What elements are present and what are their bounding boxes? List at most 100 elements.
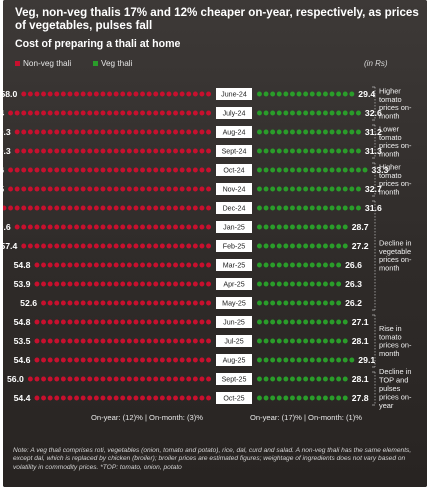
nonveg-dot [186, 148, 192, 154]
nonveg-dot [192, 281, 198, 287]
nonveg-dot [8, 167, 13, 173]
nonveg-dot [47, 319, 53, 325]
nonveg-dot [47, 205, 53, 211]
nonveg-dot [60, 129, 66, 135]
nonveg-value-label: 54.4 [14, 393, 31, 403]
nonveg-dot [41, 129, 46, 135]
nonveg-dot [192, 262, 198, 268]
veg-dot [270, 395, 276, 401]
veg-dot [270, 205, 276, 211]
nonveg-dot [54, 148, 60, 154]
veg-dot [296, 110, 302, 116]
veg-dot [309, 110, 315, 116]
veg-dot [329, 338, 335, 344]
nonveg-dot [93, 205, 99, 211]
veg-dot [290, 110, 295, 116]
nonveg-dot [166, 300, 172, 306]
veg-value-label: 26.2 [345, 298, 362, 308]
nonveg-dot [74, 300, 80, 306]
veg-dot [270, 129, 276, 135]
veg-dot [316, 129, 322, 135]
nonveg-dot [60, 243, 66, 249]
month-label: July-24 [223, 110, 246, 118]
nonveg-dot [107, 167, 113, 173]
veg-dot [309, 91, 315, 97]
nonveg-dot [146, 167, 152, 173]
nonveg-dot [14, 205, 20, 211]
nonveg-dot [140, 395, 145, 401]
nonveg-dot [34, 167, 40, 173]
nonveg-dot [100, 91, 106, 97]
nonveg-dot [100, 376, 106, 382]
annotation-text: Higher tomato prices on-month [379, 86, 412, 120]
veg-dot [336, 262, 342, 268]
nonveg-dot [159, 376, 165, 382]
veg-dot [309, 167, 315, 173]
nonveg-dot [93, 186, 99, 192]
nonveg-dot [192, 148, 198, 154]
veg-dot [263, 167, 269, 173]
veg-dot [329, 129, 335, 135]
veg-dot [316, 357, 322, 363]
veg-dot [270, 281, 276, 287]
nonveg-dot [133, 319, 139, 325]
nonveg-dot [60, 376, 66, 382]
nonveg-dot [166, 262, 172, 268]
veg-dot [263, 281, 269, 287]
nonveg-dot [153, 243, 159, 249]
veg-dot [290, 281, 295, 287]
nonveg-dot [93, 110, 99, 116]
veg-dot [356, 129, 361, 135]
nonveg-dot [80, 300, 86, 306]
veg-dot [270, 300, 276, 306]
veg-value-label: 31.3 [365, 146, 382, 156]
nonveg-dot [206, 91, 211, 97]
nonveg-dot [100, 186, 106, 192]
nonveg-dot [34, 129, 40, 135]
nonveg-dot [3, 205, 7, 211]
veg-dot [323, 319, 328, 325]
nonveg-dot [47, 281, 53, 287]
nonveg-dot [120, 262, 126, 268]
nonveg-dot [80, 129, 86, 135]
nonveg-dot [173, 167, 178, 173]
month-label: May-25 [222, 300, 246, 308]
nonveg-dot [60, 357, 66, 363]
nonveg-dot [67, 281, 73, 287]
nonveg-dot [206, 319, 211, 325]
nonveg-dot [179, 281, 185, 287]
nonveg-dot [126, 376, 132, 382]
annotation-line: prices on- [379, 255, 412, 264]
nonveg-dot [14, 167, 20, 173]
veg-dot [336, 376, 342, 382]
month-label: Jul-25 [224, 338, 243, 346]
veg-dot [263, 376, 269, 382]
nonveg-dot [179, 167, 185, 173]
nonveg-dot [192, 319, 198, 325]
veg-dot [263, 338, 269, 344]
veg-dot [349, 205, 355, 211]
veg-dot [342, 395, 348, 401]
nonveg-dot [67, 300, 73, 306]
nonveg-dot [54, 338, 60, 344]
nonveg-dot [179, 91, 185, 97]
nonveg-dot [107, 319, 113, 325]
veg-dot [290, 319, 295, 325]
nonveg-dot [120, 205, 126, 211]
veg-dot [329, 357, 335, 363]
nonveg-dot [74, 395, 80, 401]
nonveg-dot [153, 167, 159, 173]
nonveg-dot [199, 148, 205, 154]
nonveg-dot [206, 357, 211, 363]
nonveg-dot [41, 395, 46, 401]
veg-dot [342, 186, 348, 192]
veg-dot [283, 148, 289, 154]
veg-dot [263, 319, 269, 325]
nonveg-dot [179, 357, 185, 363]
nonveg-dot [199, 205, 205, 211]
nonveg-dot [159, 395, 165, 401]
nonveg-dot [159, 300, 165, 306]
nonveg-dot [206, 262, 211, 268]
nonveg-dot [199, 281, 205, 287]
veg-dot [263, 395, 269, 401]
